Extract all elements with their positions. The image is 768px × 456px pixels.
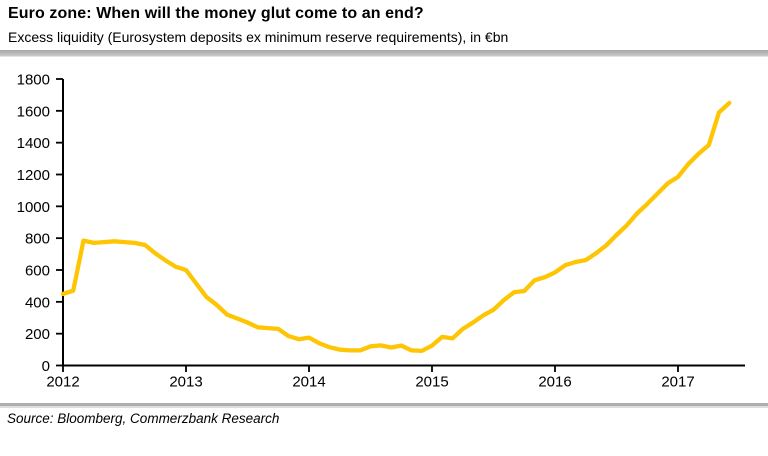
x-axis-label: 2013 — [169, 374, 202, 391]
chart-subtitle: Excess liquidity (Eurosystem deposits ex… — [8, 29, 509, 45]
excess-liquidity-line-chart: 0 200 400 600 800 1000 1200 1400 1600 1800 2012 201… — [17, 72, 745, 391]
x-axis-label: 2014 — [292, 374, 325, 391]
y-axis-label: 800 — [25, 231, 50, 248]
y-axis-label: 400 — [25, 294, 50, 311]
y-axis-label: 1000 — [17, 199, 50, 216]
y-axis-label: 600 — [25, 263, 50, 280]
y-axis-label: 1600 — [17, 103, 50, 120]
y-axis-label: 0 — [42, 358, 50, 375]
x-axis-label: 2015 — [415, 374, 448, 391]
bottom-separator — [0, 403, 768, 408]
top-separator — [0, 50, 768, 57]
source-note: Source: Bloomberg, Commerzbank Research — [7, 411, 280, 426]
x-axis-label: 2017 — [661, 374, 694, 391]
y-axis-label: 1800 — [17, 72, 50, 89]
x-axis-label: 2016 — [538, 374, 571, 391]
excess-liquidity-series-line — [60, 100, 732, 354]
y-axis-label: 200 — [25, 326, 50, 343]
y-axis-label: 1200 — [17, 167, 50, 184]
y-axis-label: 1400 — [17, 135, 50, 152]
chart-title: Euro zone: When will the money glut come… — [8, 5, 424, 22]
x-axis-label: 2012 — [46, 374, 79, 391]
